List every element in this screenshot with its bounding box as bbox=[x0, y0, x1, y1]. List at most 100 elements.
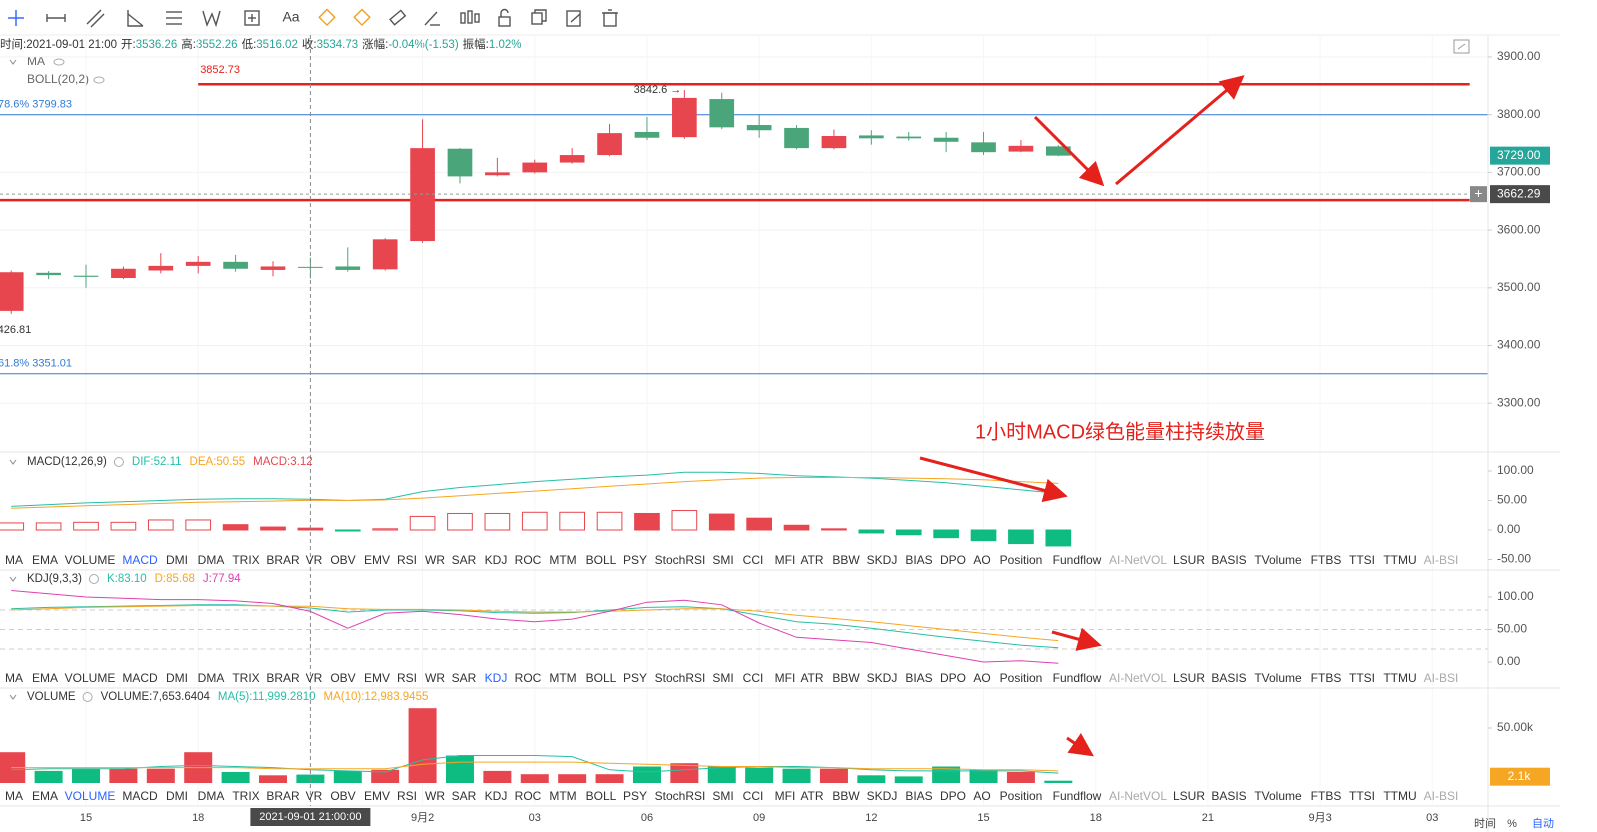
indicator-tab[interactable]: TVolume bbox=[1254, 789, 1302, 803]
collapse-icon[interactable] bbox=[9, 694, 17, 700]
indicator-tab[interactable]: KDJ bbox=[485, 671, 508, 685]
indicator-tab[interactable]: OBV bbox=[330, 553, 355, 567]
lock-tool[interactable] bbox=[498, 8, 511, 27]
indicator-tab[interactable]: MACD bbox=[122, 671, 158, 685]
indicator-tab[interactable]: TRIX bbox=[232, 789, 259, 803]
indicator-tab[interactable]: AI-NetVOL bbox=[1109, 789, 1167, 803]
settings-icon[interactable] bbox=[113, 457, 124, 467]
indicator-tab[interactable]: WR bbox=[425, 789, 445, 803]
indicator-tab[interactable]: TTMU bbox=[1383, 671, 1416, 685]
indicator-tab[interactable]: BIAS bbox=[905, 671, 932, 685]
crosshair-tool[interactable] bbox=[8, 10, 24, 26]
indicator-tab[interactable]: BBW bbox=[832, 671, 860, 685]
indicator-tab[interactable]: SMI bbox=[712, 553, 733, 567]
axis-control[interactable]: 自动 bbox=[1532, 817, 1554, 830]
indicator-tab[interactable]: StochRSI bbox=[655, 553, 706, 567]
indicator-tab[interactable]: CCI bbox=[743, 553, 764, 567]
indicator-tab[interactable]: BASIS bbox=[1211, 789, 1246, 803]
indicator-tab[interactable]: DMA bbox=[198, 789, 225, 803]
indicator-tab[interactable]: Position bbox=[1000, 553, 1043, 567]
axis-control[interactable]: % bbox=[1507, 818, 1517, 830]
indicator-tab[interactable]: DMA bbox=[198, 671, 225, 685]
collapse-icon[interactable] bbox=[9, 459, 17, 465]
indicator-tab[interactable]: OBV bbox=[330, 789, 355, 803]
indicator-tab[interactable]: EMV bbox=[364, 553, 390, 567]
indicator-tab[interactable]: RSI bbox=[397, 553, 417, 567]
indicator-tab[interactable]: MTM bbox=[549, 553, 576, 567]
clone-tool[interactable] bbox=[531, 9, 547, 25]
indicator-tab[interactable]: TTSI bbox=[1349, 671, 1375, 685]
indicator-tab[interactable]: MA bbox=[5, 553, 23, 567]
indicator-tab[interactable]: Position bbox=[1000, 789, 1043, 803]
indicator-tab[interactable]: RSI bbox=[397, 789, 417, 803]
indicator-tab[interactable]: DPO bbox=[940, 553, 966, 567]
indicator-tab[interactable]: Fundflow bbox=[1053, 671, 1102, 685]
pencil-tool[interactable] bbox=[424, 11, 440, 26]
indicator-tab[interactable]: AO bbox=[973, 553, 990, 567]
indicator-tab[interactable]: BBW bbox=[832, 789, 860, 803]
indicator-tab[interactable]: MFI bbox=[775, 789, 796, 803]
indicator-tab[interactable]: AI-BSI bbox=[1424, 553, 1459, 567]
indicator-tab[interactable]: TVolume bbox=[1254, 671, 1302, 685]
indicator-tab[interactable]: SKDJ bbox=[867, 789, 898, 803]
indicator-tab[interactable]: DPO bbox=[940, 789, 966, 803]
measure-tool[interactable] bbox=[244, 10, 260, 26]
delete-tool[interactable] bbox=[602, 9, 618, 27]
collapse-icon[interactable] bbox=[9, 59, 17, 65]
indicator-tab[interactable]: TTSI bbox=[1349, 553, 1375, 567]
indicator-tab[interactable]: Fundflow bbox=[1053, 789, 1102, 803]
indicator-tab[interactable]: VR bbox=[306, 553, 323, 567]
indicator-tab[interactable]: BBW bbox=[832, 553, 860, 567]
indicator-tab[interactable]: TRIX bbox=[232, 671, 259, 685]
indicator-tab[interactable]: DMA bbox=[198, 553, 225, 567]
indicator-tab[interactable]: BRAR bbox=[266, 553, 300, 567]
indicator-tab[interactable]: KDJ bbox=[485, 789, 508, 803]
indicator-tab[interactable]: SKDJ bbox=[867, 671, 898, 685]
trend-tool[interactable] bbox=[86, 9, 105, 28]
indicator-tab[interactable]: BRAR bbox=[266, 671, 300, 685]
indicator-tab[interactable]: MTM bbox=[549, 671, 576, 685]
indicator-tab[interactable]: PSY bbox=[623, 671, 647, 685]
indicator-tab[interactable]: KDJ bbox=[485, 553, 508, 567]
indicator-tab[interactable]: DMI bbox=[166, 553, 188, 567]
indicator-tab[interactable]: EMV bbox=[364, 671, 390, 685]
indicator-tab[interactable]: TVolume bbox=[1254, 553, 1302, 567]
indicator-tab[interactable]: MACD bbox=[122, 553, 158, 567]
ruler-tool[interactable] bbox=[389, 9, 407, 26]
candle-tool[interactable] bbox=[460, 10, 480, 24]
indicator-tab[interactable]: AI-BSI bbox=[1424, 789, 1459, 803]
indicator-tab[interactable]: ROC bbox=[515, 553, 542, 567]
indicator-tab[interactable]: BOLL bbox=[586, 671, 617, 685]
indicator-tab[interactable]: ROC bbox=[515, 671, 542, 685]
angle-tool[interactable] bbox=[127, 10, 144, 27]
indicator-tab[interactable]: BOLL bbox=[586, 553, 617, 567]
indicator-tab[interactable]: TRIX bbox=[232, 553, 259, 567]
indicator-tab[interactable]: MA bbox=[5, 671, 23, 685]
indicator-tab[interactable]: LSUR bbox=[1173, 789, 1205, 803]
indicator-tab[interactable]: MTM bbox=[549, 789, 576, 803]
indicator-tab[interactable]: BASIS bbox=[1211, 553, 1246, 567]
indicator-tab[interactable]: EMA bbox=[32, 789, 58, 803]
indicator-tab[interactable]: BASIS bbox=[1211, 671, 1246, 685]
indicator-tab[interactable]: SAR bbox=[452, 789, 477, 803]
indicator-tab[interactable]: VOLUME bbox=[65, 789, 116, 803]
indicator-tab[interactable]: WR bbox=[425, 671, 445, 685]
indicator-tab[interactable]: Position bbox=[1000, 671, 1043, 685]
indicator-tab[interactable]: LSUR bbox=[1173, 553, 1205, 567]
indicator-tab[interactable]: Fundflow bbox=[1053, 553, 1102, 567]
indicator-tab[interactable]: DMI bbox=[166, 789, 188, 803]
eye-icon[interactable] bbox=[93, 76, 105, 84]
indicator-tab[interactable]: DPO bbox=[940, 671, 966, 685]
indicator-tab[interactable]: BIAS bbox=[905, 789, 932, 803]
settings-icon[interactable] bbox=[88, 574, 99, 584]
indicator-tab[interactable]: TTMU bbox=[1383, 553, 1416, 567]
indicator-tab[interactable]: SKDJ bbox=[867, 553, 898, 567]
indicator-tab[interactable]: TTSI bbox=[1349, 789, 1375, 803]
indicator-tab[interactable]: EMA bbox=[32, 671, 58, 685]
wave-tool[interactable] bbox=[202, 10, 221, 28]
hline-tool[interactable] bbox=[46, 14, 66, 22]
crosshair-add[interactable] bbox=[1470, 186, 1487, 203]
indicator-tab[interactable]: AO bbox=[973, 789, 990, 803]
fib-tool[interactable] bbox=[166, 11, 182, 25]
edit-tool[interactable] bbox=[566, 10, 581, 27]
